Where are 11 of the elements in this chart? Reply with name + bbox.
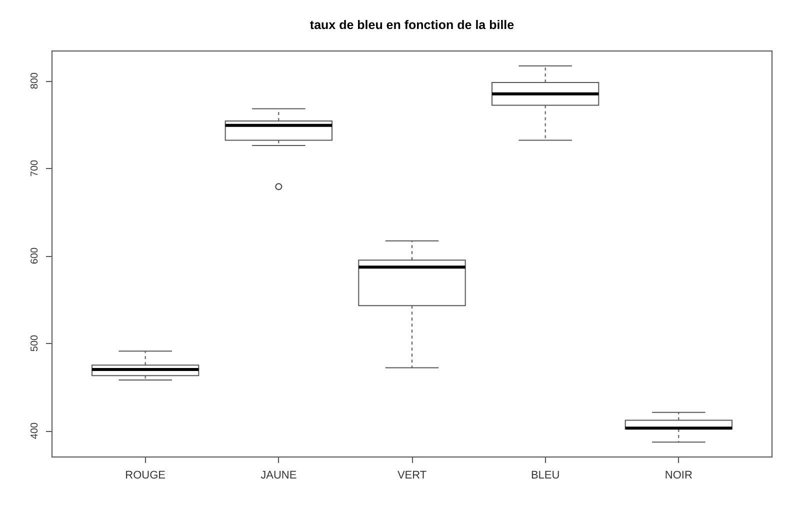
x-tick-label: ROUGE (125, 470, 166, 482)
x-tick-label: JAUNE (260, 470, 297, 482)
x-tick-label: VERT (397, 470, 427, 482)
y-tick-label: 700 (30, 159, 40, 177)
y-tick-label: 500 (30, 334, 40, 352)
y-tick-label: 800 (30, 72, 40, 90)
x-tick-label: BLEU (530, 470, 560, 482)
chart-title: taux de bleu en fonction de la bille (310, 18, 514, 32)
y-tick-label: 400 (30, 422, 40, 440)
y-tick-label: 600 (30, 246, 40, 264)
x-tick-label: NOIR (664, 470, 692, 482)
